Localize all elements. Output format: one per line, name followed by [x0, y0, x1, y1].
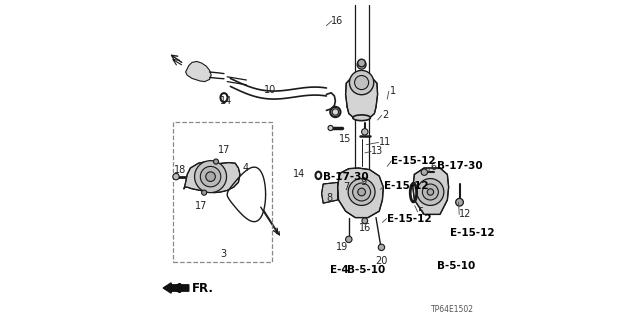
Circle shape — [349, 70, 374, 95]
Circle shape — [355, 76, 369, 90]
Circle shape — [173, 173, 179, 180]
Text: 4: 4 — [243, 163, 249, 173]
Polygon shape — [184, 162, 240, 193]
Text: B-5-10: B-5-10 — [438, 261, 476, 271]
Circle shape — [357, 60, 366, 69]
Circle shape — [428, 189, 434, 195]
Text: 16: 16 — [359, 223, 371, 233]
Text: 3: 3 — [220, 249, 227, 260]
Text: 2: 2 — [383, 110, 388, 120]
Text: 7: 7 — [344, 182, 349, 192]
Text: 20: 20 — [375, 256, 387, 266]
Circle shape — [378, 244, 385, 251]
Text: 8: 8 — [326, 193, 333, 204]
Circle shape — [362, 218, 368, 224]
Circle shape — [422, 184, 438, 200]
Circle shape — [348, 179, 375, 205]
Text: 5: 5 — [418, 207, 424, 217]
Circle shape — [206, 172, 215, 181]
Circle shape — [328, 125, 333, 131]
Text: B-17-30: B-17-30 — [323, 172, 368, 182]
FancyArrow shape — [163, 283, 189, 293]
Text: 17: 17 — [218, 145, 230, 156]
Text: 14: 14 — [292, 169, 305, 180]
Text: 6: 6 — [430, 162, 436, 172]
Circle shape — [417, 179, 444, 205]
Circle shape — [214, 159, 219, 164]
Text: 15: 15 — [339, 134, 351, 144]
Bar — [173, 122, 272, 262]
Text: E-15-12: E-15-12 — [392, 156, 436, 166]
Text: E-15-12: E-15-12 — [384, 181, 429, 191]
Text: TP64E1502: TP64E1502 — [431, 305, 474, 314]
Text: B-5-10: B-5-10 — [347, 265, 385, 276]
Text: 10: 10 — [264, 84, 276, 95]
Text: B-17-30: B-17-30 — [437, 161, 483, 172]
Polygon shape — [186, 61, 211, 82]
Circle shape — [195, 161, 227, 193]
Polygon shape — [322, 182, 338, 203]
Text: 9: 9 — [360, 177, 366, 187]
Polygon shape — [413, 168, 449, 214]
Circle shape — [200, 166, 221, 187]
Text: 11: 11 — [379, 137, 391, 148]
Circle shape — [362, 129, 368, 135]
Circle shape — [353, 183, 371, 201]
Polygon shape — [346, 73, 378, 118]
Circle shape — [456, 198, 463, 206]
Text: E-15-12: E-15-12 — [450, 228, 494, 238]
Text: E-15-12: E-15-12 — [387, 213, 431, 224]
Circle shape — [421, 169, 428, 175]
Text: 12: 12 — [460, 209, 472, 220]
Polygon shape — [338, 168, 383, 218]
Text: 13: 13 — [371, 146, 383, 156]
Text: 16: 16 — [331, 16, 343, 26]
Text: FR.: FR. — [192, 282, 214, 294]
Circle shape — [358, 188, 365, 196]
Circle shape — [202, 190, 207, 195]
Text: E-4: E-4 — [330, 265, 348, 276]
Text: 17: 17 — [195, 201, 207, 212]
Circle shape — [346, 236, 352, 243]
Text: 19: 19 — [336, 242, 348, 252]
Text: 14: 14 — [220, 96, 232, 106]
Text: 18: 18 — [174, 165, 187, 175]
Ellipse shape — [330, 107, 340, 117]
Ellipse shape — [353, 115, 371, 121]
Circle shape — [358, 59, 365, 67]
Text: 1: 1 — [390, 86, 396, 96]
